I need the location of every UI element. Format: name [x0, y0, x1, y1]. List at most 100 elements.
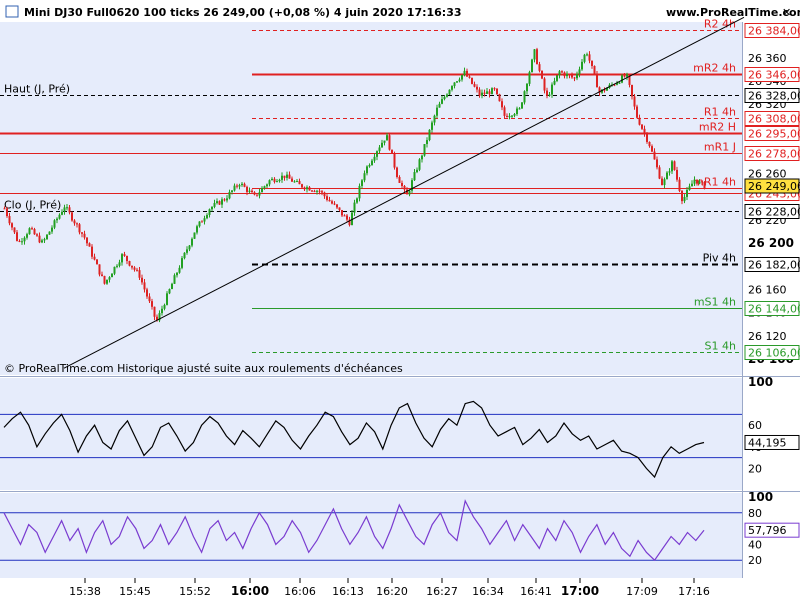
- candle-body: [303, 187, 306, 190]
- candle-body: [113, 266, 116, 274]
- candle-body: [696, 179, 698, 184]
- candle-body: [636, 106, 638, 118]
- price-panel[interactable]: [0, 22, 742, 375]
- candle-body: [518, 108, 521, 110]
- candle-body: [463, 70, 466, 75]
- candle-body: [388, 135, 391, 150]
- candle-body: [258, 192, 261, 196]
- oscillator-tick-label: 60: [748, 419, 762, 432]
- candle-body: [468, 76, 471, 78]
- level-label: mS1 4h: [694, 296, 736, 309]
- candle-body: [313, 190, 316, 192]
- candle-body: [418, 159, 421, 170]
- candle-body: [163, 304, 166, 309]
- candle-body: [506, 115, 508, 118]
- candle-body: [38, 235, 41, 243]
- candle-body: [668, 171, 671, 173]
- candle-body: [323, 192, 326, 197]
- time-tick-label: 16:34: [472, 585, 504, 598]
- candle-body: [398, 176, 401, 183]
- candle-body: [566, 73, 568, 77]
- level-value-box: [744, 204, 800, 219]
- candle-body: [353, 202, 356, 213]
- candle-body: [553, 80, 556, 85]
- candle-body: [293, 181, 296, 183]
- candle-body: [333, 203, 336, 205]
- candle-body: [591, 60, 593, 66]
- candle-body: [126, 255, 128, 262]
- candle-body: [673, 161, 676, 170]
- candle-body: [688, 186, 691, 190]
- candle-body: [51, 227, 53, 232]
- level-label: R1 4h: [704, 106, 736, 119]
- candle-body: [481, 92, 483, 96]
- candle-body: [441, 99, 443, 104]
- candle-body: [581, 61, 583, 70]
- oscillator-panel-1[interactable]: [0, 378, 742, 490]
- candle-body: [413, 172, 416, 181]
- candle-body: [193, 232, 196, 239]
- candle-body: [93, 256, 96, 260]
- time-axis: 15:38 15:45 15:52 16:00 16:06 16:13 16:20 16:27…: [69, 578, 710, 598]
- candle-body: [621, 75, 623, 83]
- candle-body: [483, 92, 486, 94]
- candle-body: [211, 206, 213, 210]
- trendline[interactable]: [63, 16, 745, 369]
- candle-body: [601, 89, 603, 93]
- current-price-box: [744, 178, 800, 194]
- oscillator-current-value: 57,796: [748, 524, 787, 537]
- candle-body: [631, 84, 633, 97]
- price-tick-label: 26 360: [748, 52, 787, 65]
- candle-body: [16, 232, 18, 241]
- pivot-levels: R2 4h 26 384,00 mR2 4h 26 346,00 Haut (J, Pr…: [0, 18, 800, 360]
- candle-body: [576, 74, 578, 79]
- candle-body: [426, 140, 428, 145]
- time-tick-label: 17:09: [626, 585, 658, 598]
- candle-body: [281, 175, 283, 180]
- candle-body: [628, 74, 631, 85]
- candle-body: [296, 181, 298, 183]
- time-tick-label: 16:13: [332, 585, 364, 598]
- candle-body: [141, 277, 143, 283]
- candle-body: [646, 133, 648, 142]
- level-value: 26 346,00: [748, 69, 800, 82]
- time-tick-label: 16:06: [284, 585, 316, 598]
- window-icon[interactable]: [5, 5, 19, 18]
- candle-body: [78, 224, 81, 233]
- candle-body: [358, 185, 361, 199]
- candle-body: [691, 183, 693, 187]
- candle-body: [61, 211, 63, 215]
- oscillator-tick-label: 40: [748, 538, 762, 551]
- candle-body: [361, 180, 363, 186]
- level-value: 26 328,00: [748, 90, 800, 103]
- candle-body: [541, 70, 543, 79]
- candle-body: [571, 75, 573, 78]
- candle-body: [311, 190, 313, 192]
- candle-body: [298, 181, 301, 185]
- candle-body: [13, 227, 16, 233]
- candle-body: [121, 254, 123, 263]
- oscillator-tick-label: 20: [748, 462, 762, 475]
- oscillator-current-value: 44,195: [748, 436, 787, 449]
- candle-body: [593, 65, 596, 74]
- level-value: 26 144,00: [748, 303, 800, 316]
- close-icon[interactable]: ✕: [782, 6, 791, 19]
- candle-body: [183, 252, 186, 259]
- candle-body: [263, 186, 266, 189]
- candle-body: [356, 198, 358, 203]
- level-label: mR2 H: [699, 121, 736, 134]
- candle-body: [21, 241, 23, 243]
- level-label: Clo (J, Pré): [4, 199, 61, 212]
- candle-body: [351, 212, 353, 226]
- oscillator-panel-2[interactable]: [0, 493, 742, 578]
- candle-body: [648, 141, 651, 147]
- candle-body: [423, 144, 426, 156]
- candle-body: [106, 279, 108, 284]
- candle-body: [266, 184, 268, 187]
- candle-body: [643, 128, 646, 134]
- candle-body: [656, 159, 658, 168]
- candle-body: [196, 226, 198, 233]
- candle-body: [326, 196, 328, 200]
